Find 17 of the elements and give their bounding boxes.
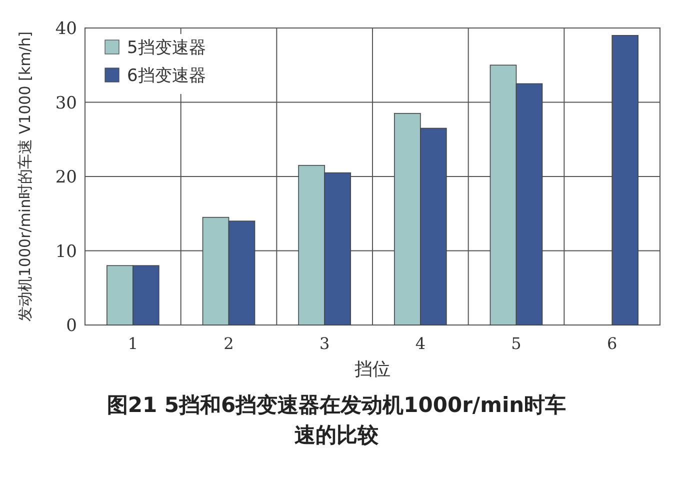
bar [612,35,638,326]
legend-label: 5挡变速器 [127,38,206,58]
legend-label: 6挡变速器 [127,66,206,86]
y-tick-label: 10 [55,242,77,262]
y-tick-label: 40 [55,19,77,39]
y-tick-label: 0 [66,316,77,336]
x-tick-label: 4 [415,334,426,353]
text: 图21 5挡和6挡变速器在发动机1000r/min时车速的比较 [106,392,568,449]
y-tick-label: 30 [55,93,77,114]
x-tick-label: 1 [128,334,138,353]
x-tick-label: 3 [319,334,330,353]
x-tick-label: 6 [606,334,618,353]
y-tick-label: 20 [55,168,77,188]
x-tick-label: 5 [511,334,522,353]
y-axis-title: 发动机1000r/min时的车速 V1000 [km/h] [16,31,34,322]
x-tick-label: 2 [224,334,234,353]
x-axis-title: 挡位 [354,359,390,380]
